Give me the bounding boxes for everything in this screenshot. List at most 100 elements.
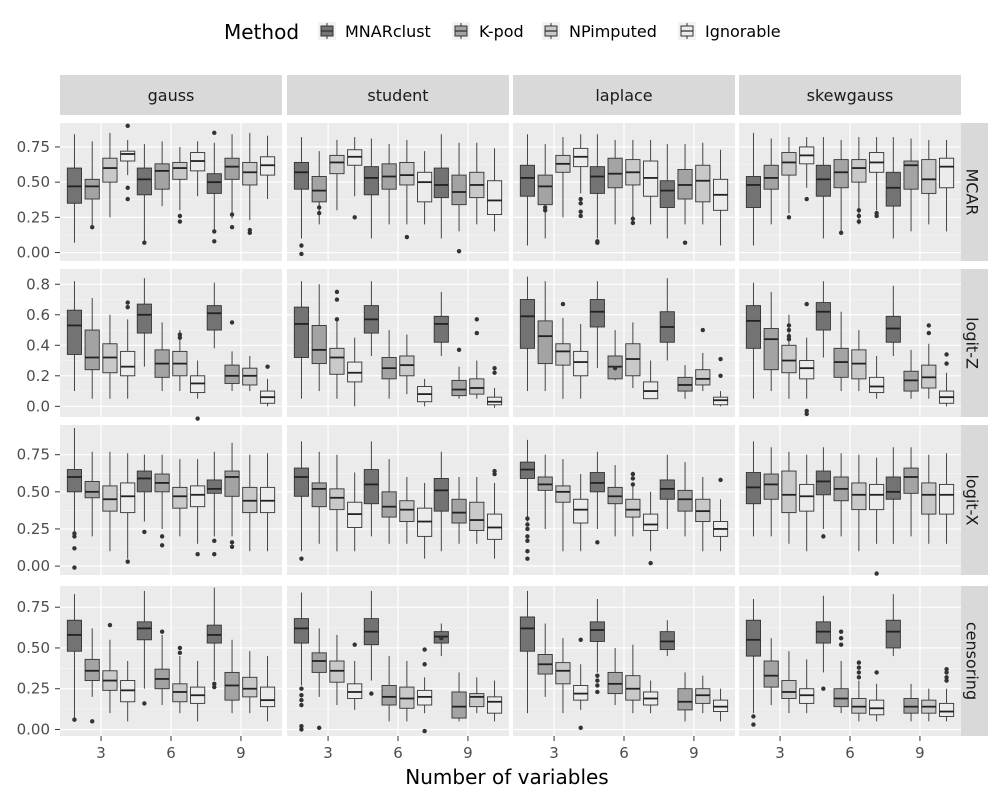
box-NPimputed-9 [242,454,258,552]
outlier-point [786,333,792,339]
iqr-box [695,164,711,203]
box-NPimputed-3 [102,314,118,399]
row-strip-label-2: logit-X [963,474,982,525]
box-K-pod-3 [311,451,327,544]
box-Ignorable-9 [713,356,729,407]
box-MNARclust-9 [885,137,901,239]
box-NPimputed-3 [555,301,571,399]
box-MNARclust-6 [589,281,605,369]
y-tick-label-0-1: 0.25 [17,208,50,226]
iqr-box [537,320,553,365]
box-K-pod-6 [381,144,397,225]
box-NPimputed-9 [921,323,937,399]
iqr-box [84,480,100,499]
box-Ignorable-3 [573,637,589,731]
box-K-pod-3 [763,291,779,392]
box-Ignorable-9 [939,139,955,232]
box-NPimputed-9 [695,476,711,552]
box-MNARclust-3 [519,590,535,714]
box-MNARclust-6 [363,590,379,696]
box-MNARclust-3 [519,134,535,246]
iqr-box [555,485,571,503]
outlier-point [125,185,130,190]
outlier-point [856,660,862,665]
outlier-point [299,243,304,248]
outlier-point [630,471,636,477]
iqr-box [677,688,693,711]
outlier-point [72,534,77,539]
row-strip-label-3: censoring [963,622,982,700]
outlier-point [874,213,879,219]
iqr-box [381,685,397,706]
outlier-point [142,529,147,535]
outlier-point [159,629,165,634]
outlier-point [212,239,217,244]
panel-0-2 [513,123,735,261]
box-NPimputed-3 [329,289,345,399]
box-K-pod-6 [833,629,849,714]
box-K-pod-6 [381,330,397,399]
iqr-box [487,180,503,215]
box-MNARclust-6 [589,134,605,245]
outlier-point [439,635,444,641]
box-K-pod-3 [311,284,327,392]
panel-1-2 [513,269,735,417]
box-K-pod-3 [537,454,553,529]
box-NPimputed-9 [921,454,937,544]
iqr-box [781,344,797,374]
outlier-point [334,317,340,322]
iqr-box [469,378,485,395]
box-MNARclust-3 [66,281,82,392]
outlier-point [352,642,357,647]
box-K-pod-3 [537,144,553,239]
iqr-box [589,166,605,194]
iqr-box [206,479,222,494]
iqr-box [136,167,152,196]
iqr-box [136,303,152,334]
box-NPimputed-9 [242,651,258,714]
box-NPimputed-6 [172,146,188,224]
outlier-point [525,556,530,561]
iqr-box [885,476,901,500]
legend: Method MNARclust K-pod NPimputed Ignorable [224,20,781,44]
iqr-box [224,470,240,497]
iqr-box [903,467,919,494]
y-tick-label-2-2: 0.50 [17,483,50,501]
iqr-box [555,343,571,366]
outlier-point [578,637,583,643]
iqr-box [399,500,415,522]
outlier-point [247,230,253,236]
outlier-point [838,230,844,236]
outlier-point [195,416,200,421]
box-K-pod-9 [451,476,467,544]
box-K-pod-3 [763,447,779,537]
row-strip-3 [956,586,988,736]
iqr-box [903,160,919,190]
iqr-box [815,302,831,331]
iqr-box [451,691,467,719]
iqr-box [206,305,222,331]
iqr-box [293,306,309,358]
iqr-box [311,482,327,508]
outlier-point [630,482,636,487]
box-NPimputed-3 [102,622,118,714]
box-MNARclust-3 [519,276,535,392]
iqr-box [921,159,937,194]
iqr-box [293,161,309,190]
outlier-point [525,522,530,527]
row-strip-label-0: MCAR [963,168,982,215]
box-K-pod-9 [224,639,240,714]
box-MNARclust-9 [885,594,901,657]
panel-3-2 [513,586,735,736]
box-K-pod-3 [537,281,553,392]
x-tick-label-3-2: 9 [915,744,925,762]
box-MNARclust-3 [66,134,82,243]
iqr-box [451,174,467,206]
outlier-point [751,714,756,719]
iqr-box [677,489,693,512]
iqr-box [329,488,345,511]
outlier-point [718,373,723,379]
panel-2-2 [513,425,735,575]
box-MNARclust-6 [136,144,152,245]
